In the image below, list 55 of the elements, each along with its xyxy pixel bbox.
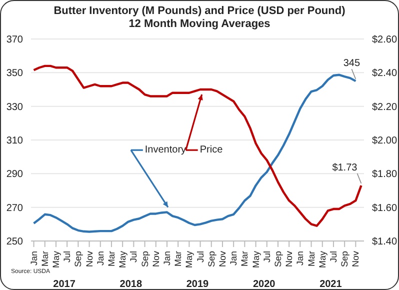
y2-tick-label: $1.40 [372,236,398,248]
x-tick-label: May [317,250,328,268]
text: 2019 [186,279,210,290]
y2-tick-label: $1.80 [372,169,398,180]
x-tick-label: May [184,250,194,268]
x-tick-label: Mar [106,251,116,266]
y2-tick-label: $1.60 [372,202,398,214]
x-tick-label: Sep [340,251,350,268]
x-tick-label: Mar [240,251,250,266]
x-tick-label: Nov [217,250,228,268]
x-tick-label: Mar [173,251,184,266]
data-label: 345 [343,58,360,70]
y2-tick-label: $2.40 [372,68,398,80]
x-tick-label: Jan [295,251,306,266]
x-tick-label: May [118,250,128,268]
y-tick-label: 290 [6,169,24,180]
y-tick-label: 330 [6,102,24,113]
legend-label: Price [200,144,224,156]
x-tick-label: Nov [150,250,161,268]
x-tick-label: Nov [284,250,294,268]
y2-tick-label: $2.00 [372,136,398,147]
x-tick-label: Jul [195,251,206,263]
x-tick-label: Nov [84,250,94,268]
x-tick-label: Jul [328,251,338,263]
y-tick-label: 270 [6,202,24,214]
x-tick-label: Jan [228,251,239,266]
x-tick-label: Sep [140,251,150,268]
chart-title: Butter Inventory (M Pounds) and Price (USD per Pound) [52,5,346,18]
x-tick-label: Sep [73,251,84,268]
x-tick-label: Jul [128,251,139,263]
x-tick-label: Sep [272,251,283,268]
y-tick-label: 350 [6,68,24,80]
text: 2017 [53,279,76,290]
legend-label: Inventory [144,144,186,156]
x-tick-label: Mar [40,251,50,266]
text: 2018 [120,279,142,290]
x-tick-label: May [250,250,261,268]
x-tick-label: Jan [162,251,172,266]
y2-tick-label: $2.60 [372,34,398,46]
x-tick-label: Sep [206,251,216,268]
y-tick-label: 250 [6,236,24,248]
x-tick-label: Nov [350,250,361,268]
data-label: $1.73 [332,162,358,174]
x-tick-label: Jul [62,251,72,263]
x-tick-label: Mar [306,251,316,266]
y2-tick-label: $2.20 [372,102,398,113]
text: 2021 [320,279,342,290]
chart-subtitle: 12 Month Moving Averages [128,18,272,31]
y-tick-label: 370 [6,34,24,46]
x-tick-label: Jul [262,251,272,263]
x-tick-label: Jan [28,251,39,266]
x-tick-label: May [50,250,61,268]
text: 2020 [252,279,276,290]
x-tick-label: Jan [95,251,106,266]
y-tick-label: 310 [6,136,24,147]
